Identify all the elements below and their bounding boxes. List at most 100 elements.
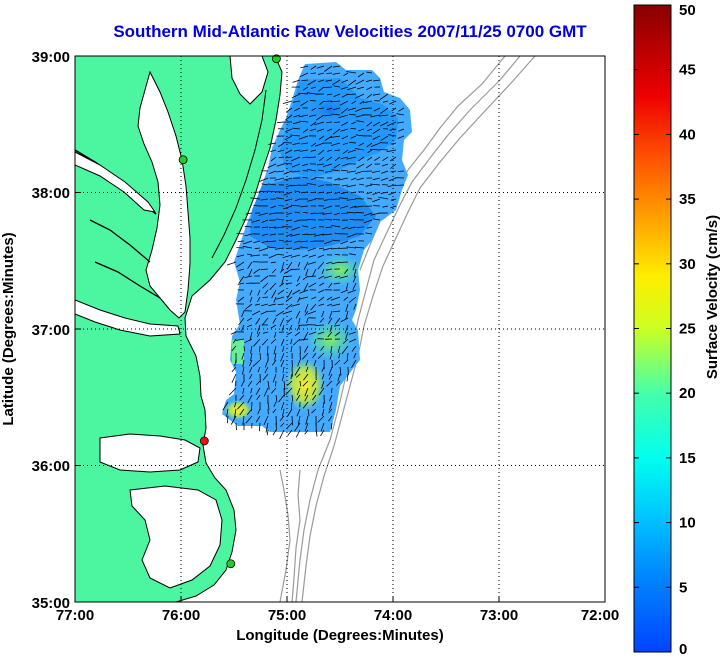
velocity-vector xyxy=(380,121,389,127)
velocity-vector xyxy=(320,422,325,432)
velocity-vector xyxy=(327,149,333,152)
velocity-vector xyxy=(273,401,277,407)
coastal-edge-cells xyxy=(232,340,244,364)
velocity-vector xyxy=(321,268,325,275)
velocity-vector xyxy=(310,303,317,311)
velocity-vector xyxy=(354,107,365,112)
velocity-vector xyxy=(340,317,349,323)
velocity-vector xyxy=(261,240,269,244)
colorbar-tick-label: 50 xyxy=(679,2,696,19)
velocity-vector xyxy=(314,142,325,147)
velocity-vector xyxy=(294,107,301,112)
velocity-vector xyxy=(290,373,293,380)
velocity-vector xyxy=(261,219,269,223)
velocity-vector xyxy=(298,114,309,118)
velocity-vector xyxy=(302,225,309,228)
velocity-vector xyxy=(318,156,325,162)
velocity-vector xyxy=(332,310,341,313)
grid xyxy=(75,56,605,602)
colorbar-tick-label: 35 xyxy=(679,191,696,208)
velocity-vector xyxy=(262,296,269,298)
velocity-vector xyxy=(226,261,237,266)
velocity-vector xyxy=(231,345,237,352)
velocity-vector xyxy=(277,303,285,305)
velocity-vector xyxy=(323,86,333,88)
velocity-vector xyxy=(299,149,309,152)
velocity-vector xyxy=(318,303,325,307)
velocity-vector xyxy=(382,205,389,208)
velocity-vector xyxy=(327,303,333,307)
velocity-vector xyxy=(266,345,269,356)
velocity-vector xyxy=(311,296,317,300)
fast-zone-coastal xyxy=(224,400,252,420)
velocity-vector xyxy=(388,134,397,137)
velocity-vector xyxy=(292,127,301,130)
velocity-vector xyxy=(378,114,389,117)
velocity-vector xyxy=(309,99,317,102)
velocity-vector xyxy=(298,135,309,140)
velocity-vector xyxy=(242,366,245,375)
velocity-vector xyxy=(355,246,365,249)
velocity-vector xyxy=(274,352,277,361)
velocity-vector xyxy=(353,303,357,310)
velocity-vector xyxy=(290,268,301,271)
velocity-vector xyxy=(256,394,261,400)
velocity-vector xyxy=(263,415,269,425)
velocity-vector xyxy=(332,219,341,221)
velocity-vector xyxy=(330,135,341,138)
delaware-bay xyxy=(229,56,269,105)
velocity-vector xyxy=(340,212,349,214)
velocity-vector xyxy=(291,163,301,168)
velocity-vector xyxy=(261,338,269,346)
velocity-vector xyxy=(270,149,277,152)
velocity-vector xyxy=(380,107,389,114)
velocity-vector xyxy=(371,170,381,173)
velocity-vector xyxy=(321,366,325,372)
velocity-vector xyxy=(324,135,333,142)
y-axis-title: Latitude (Degrees:Minutes) xyxy=(0,232,17,425)
velocity-vector xyxy=(354,205,365,208)
velocity-vector xyxy=(380,191,389,194)
velocity-vector xyxy=(259,352,261,360)
velocity-vector xyxy=(308,282,317,288)
velocity-vector xyxy=(341,345,349,355)
velocity-vector xyxy=(250,254,261,257)
velocity-vector xyxy=(352,261,357,271)
velocity-vector xyxy=(272,408,277,414)
velocity-vector xyxy=(317,261,325,270)
velocity-vector xyxy=(348,338,357,343)
velocity-vector xyxy=(250,387,253,394)
velocity-vector xyxy=(294,198,301,202)
velocity-vector xyxy=(314,177,325,179)
velocity-vector xyxy=(390,142,397,145)
velocity-vector xyxy=(312,401,317,407)
velocity-vector xyxy=(349,253,357,256)
velocity-vector xyxy=(266,246,277,249)
velocity-vector xyxy=(311,226,317,229)
chesapeake-bay xyxy=(137,70,191,319)
velocity-vector xyxy=(381,163,389,167)
velocity-vector xyxy=(291,401,293,410)
velocity-vector xyxy=(283,268,293,274)
velocity-vector xyxy=(325,268,333,271)
velocity-vector xyxy=(311,177,317,180)
velocity-vector xyxy=(321,380,325,389)
velocity-vector xyxy=(278,205,285,207)
velocity-vector xyxy=(289,324,293,331)
velocity-vector xyxy=(306,317,309,324)
velocity-vector xyxy=(234,401,237,408)
velocity-vector xyxy=(252,310,261,316)
velocity-vector xyxy=(315,114,325,121)
velocity-vector xyxy=(318,149,325,156)
velocity-vector xyxy=(317,169,325,172)
velocity-vector xyxy=(261,183,269,186)
velocity-vector xyxy=(313,359,317,367)
velocity-vector xyxy=(260,310,269,315)
velocity-vector xyxy=(334,121,341,123)
velocity-vector xyxy=(309,128,317,131)
velocity-vector xyxy=(325,79,333,82)
velocity-vector xyxy=(341,184,349,187)
velocity-vector xyxy=(247,380,253,387)
velocity-vector xyxy=(348,113,357,116)
velocity-vector xyxy=(349,331,357,335)
